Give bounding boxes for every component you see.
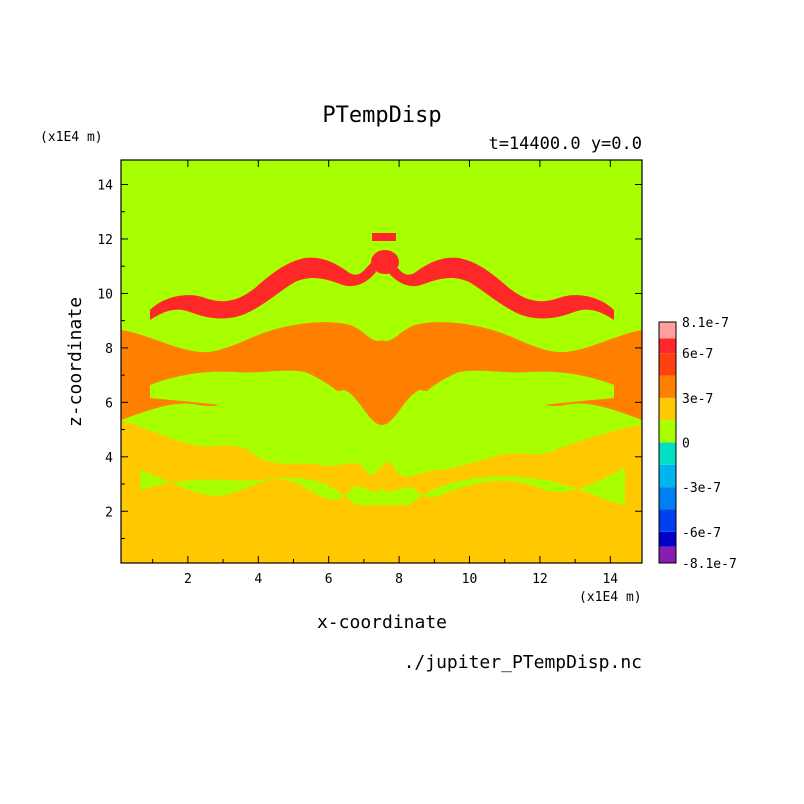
x-tick-label: 10 (462, 572, 478, 587)
chart-subtitle: t=14400.0 y=0.0 (488, 134, 642, 154)
colorbar-label: 3e-7 (682, 392, 713, 407)
x-axis: 2 4 6 8 10 12 14 (152, 160, 618, 587)
colorbar-frame (658, 321, 677, 564)
x-axis-label: x-coordinate (317, 612, 447, 633)
colorbar-label: 8.1e-7 (682, 316, 729, 331)
plot-frame (120, 159, 643, 564)
y-tick-label: 14 (97, 179, 113, 194)
y-axis-label: z-coordinate (65, 297, 86, 427)
colorbar-swatch (659, 442, 676, 465)
x-tick-label: 14 (602, 572, 618, 587)
colorbar-swatch (659, 322, 676, 339)
x-tick-label: 6 (325, 572, 333, 587)
y-tick-label: 4 (105, 451, 113, 466)
y-tick-label: 10 (97, 287, 113, 302)
colorbar-swatch (659, 353, 676, 376)
upper-arc-left (150, 257, 376, 320)
filename-label: ./jupiter_PTempDisp.nc (404, 652, 642, 673)
x-tick-label: 8 (395, 572, 403, 587)
colorbar-swatch (659, 420, 676, 443)
y-unit-label: (x1E4 m) (40, 130, 103, 145)
contour-field (121, 160, 642, 563)
colorbar-swatch (659, 487, 676, 510)
colorbar-label: 6e-7 (682, 347, 713, 362)
colorbar-swatch (659, 464, 676, 488)
mid-band (121, 322, 642, 425)
colorbar-swatch (659, 531, 676, 547)
y-tick-label: 2 (105, 505, 113, 520)
upper-center-blob (371, 250, 399, 274)
mid-band-green-gap (150, 370, 614, 410)
y-axis: 2 4 6 8 10 12 14 (97, 179, 642, 539)
colorbar-swatch (659, 397, 676, 421)
chart-title: PTempDisp (322, 103, 441, 128)
upper-center-cap (372, 233, 396, 241)
upper-arc-right (388, 257, 614, 320)
y-tick-label: 6 (105, 396, 113, 411)
colorbar: 8.1e-7 6e-7 3e-7 0 -3e-7 -6e-7 -8.1e-7 (658, 316, 737, 572)
x-unit-label: (x1E4 m) (579, 590, 642, 605)
colorbar-label: 0 (682, 437, 690, 452)
colorbar-swatch (659, 338, 676, 354)
y-tick-label: 8 (105, 342, 113, 357)
lower-band-green-gap (140, 468, 625, 505)
x-tick-label: 4 (254, 572, 262, 587)
colorbar-swatch (659, 509, 676, 532)
colorbar-label: -8.1e-7 (682, 557, 737, 572)
colorbar-label: -6e-7 (682, 526, 721, 541)
colorbar-swatch (659, 546, 676, 563)
y-tick-label: 12 (97, 233, 113, 248)
x-tick-label: 12 (532, 572, 548, 587)
x-tick-label: 2 (184, 572, 192, 587)
colorbar-swatch (659, 375, 676, 398)
colorbar-label: -3e-7 (682, 481, 721, 496)
